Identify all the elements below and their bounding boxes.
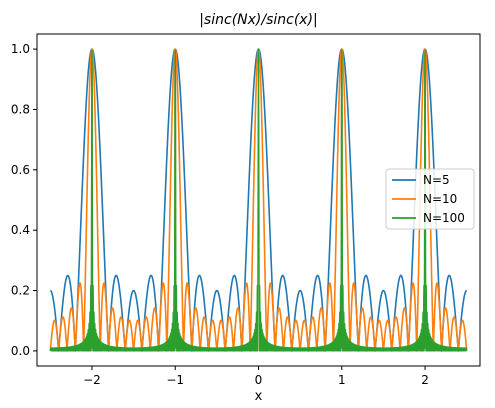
- series-group: [49, 48, 468, 352]
- legend-label: N=10: [423, 192, 457, 206]
- y-axis: 0.0 0.2 0.4 0.6 0.8 1.0: [11, 42, 37, 358]
- y-tick-label: 1.0: [11, 42, 30, 56]
- legend: N=5 N=10 N=100: [385, 168, 475, 230]
- x-axis-label: x: [255, 389, 263, 404]
- y-tick-label: 0.8: [11, 102, 30, 116]
- y-tick-label: 0.6: [11, 163, 30, 177]
- chart-title: |sinc(Nx)/sinc(x)|: [199, 12, 318, 28]
- y-tick-label: 0.4: [11, 223, 30, 237]
- legend-label: N=5: [423, 173, 450, 187]
- x-tick-label: 2: [421, 373, 429, 387]
- x-axis: −2 −1 0 1 2: [83, 366, 429, 387]
- series-line-n-100: [49, 48, 468, 352]
- y-tick-label: 0.0: [11, 344, 30, 358]
- legend-box: [385, 168, 475, 230]
- x-tick-label: 0: [255, 373, 263, 387]
- x-tick-label: 1: [338, 373, 346, 387]
- y-tick-label: 0.2: [11, 284, 30, 298]
- x-tick-label: −1: [166, 373, 184, 387]
- x-tick-label: −2: [83, 373, 101, 387]
- legend-label: N=100: [423, 211, 465, 225]
